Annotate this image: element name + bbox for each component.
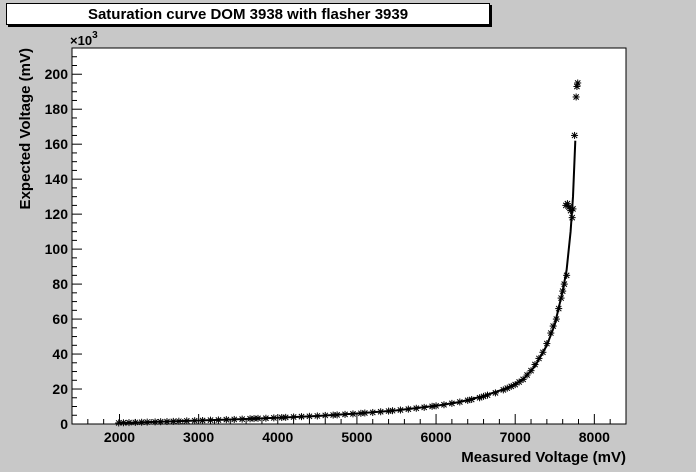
data-point xyxy=(572,93,580,101)
data-point xyxy=(333,411,341,419)
data-point xyxy=(349,410,357,418)
data-point xyxy=(557,294,565,302)
data-point xyxy=(361,409,369,417)
data-point xyxy=(531,361,539,369)
data-point xyxy=(519,375,527,383)
data-point xyxy=(412,404,420,412)
data-point xyxy=(547,329,555,337)
x-tick-label: 8000 xyxy=(579,429,610,445)
data-point xyxy=(568,214,576,222)
data-point xyxy=(552,315,560,323)
data-point xyxy=(163,418,171,426)
data-point xyxy=(341,410,349,418)
data-point xyxy=(571,131,579,139)
data-point xyxy=(157,418,165,426)
data-point xyxy=(369,408,377,416)
data-point xyxy=(549,322,557,330)
data-point xyxy=(199,417,207,425)
data-point xyxy=(569,205,577,213)
y-axis-title: Expected Voltage (mV) xyxy=(17,48,34,209)
data-point xyxy=(270,414,278,422)
data-point xyxy=(290,413,298,421)
data-point xyxy=(214,416,222,424)
y-tick-label: 80 xyxy=(52,276,68,292)
plot-frame xyxy=(71,47,627,425)
data-point xyxy=(389,407,397,415)
data-point xyxy=(183,417,191,425)
data-point xyxy=(396,406,404,414)
data-point xyxy=(420,403,428,411)
data-point xyxy=(468,396,476,404)
data-point xyxy=(543,340,551,348)
y-tick-label: 20 xyxy=(52,381,68,397)
data-point xyxy=(222,416,230,424)
data-point xyxy=(282,413,290,421)
data-point xyxy=(238,415,246,423)
data-point xyxy=(131,418,139,426)
data-point xyxy=(207,416,214,424)
data-point xyxy=(191,417,199,425)
y-tick-label: 200 xyxy=(45,66,69,82)
data-point xyxy=(230,415,238,423)
data-point xyxy=(511,381,519,389)
x-axis-title: Measured Voltage (mV) xyxy=(461,449,626,466)
data-point xyxy=(138,418,146,426)
x-tick-label: 3000 xyxy=(183,429,214,445)
data-point xyxy=(440,401,448,409)
data-point xyxy=(448,399,456,407)
data-point xyxy=(313,412,321,420)
y-tick-label: 0 xyxy=(60,416,68,432)
chart-title: Saturation curve DOM 3938 with flasher 3… xyxy=(6,3,490,25)
data-point xyxy=(563,271,571,279)
data-point xyxy=(262,414,270,422)
data-point xyxy=(539,348,547,356)
x-tick-label: 4000 xyxy=(262,429,293,445)
y-tick-label: 60 xyxy=(52,311,68,327)
data-point xyxy=(527,367,535,375)
y-multiplier: ×103 xyxy=(70,30,98,48)
data-point xyxy=(559,287,567,295)
x-tick-label: 5000 xyxy=(341,429,372,445)
data-point xyxy=(535,354,543,362)
data-point xyxy=(175,417,183,425)
data-point xyxy=(456,398,464,406)
data-point xyxy=(432,402,440,410)
data-point xyxy=(321,411,329,419)
x-tick-label: 6000 xyxy=(420,429,451,445)
data-point xyxy=(560,280,568,288)
data-point xyxy=(574,79,582,87)
data-point xyxy=(484,391,491,399)
y-tick-label: 100 xyxy=(45,241,69,257)
y-tick-label: 180 xyxy=(45,101,69,117)
data-point xyxy=(254,414,262,422)
data-point xyxy=(555,305,563,313)
y-tick-label: 160 xyxy=(45,136,69,152)
x-tick-label: 7000 xyxy=(500,429,531,445)
data-point xyxy=(491,389,499,397)
x-tick-label: 2000 xyxy=(104,429,135,445)
data-point xyxy=(125,419,133,427)
y-axis: 0 20 40 60 80 100 120 140 160 180 200 xyxy=(45,47,82,432)
data-point xyxy=(305,412,313,420)
y-tick-label: 120 xyxy=(45,206,69,222)
y-tick-label: 140 xyxy=(45,171,69,187)
data-point xyxy=(404,405,412,413)
data-points xyxy=(115,79,582,427)
data-point xyxy=(298,413,306,421)
y-tick-label: 40 xyxy=(52,346,68,362)
data-point xyxy=(515,378,523,386)
data-point xyxy=(377,408,385,416)
x-axis: 2000 3000 4000 5000 6000 7000 8000 xyxy=(71,414,627,445)
data-point xyxy=(143,418,151,426)
